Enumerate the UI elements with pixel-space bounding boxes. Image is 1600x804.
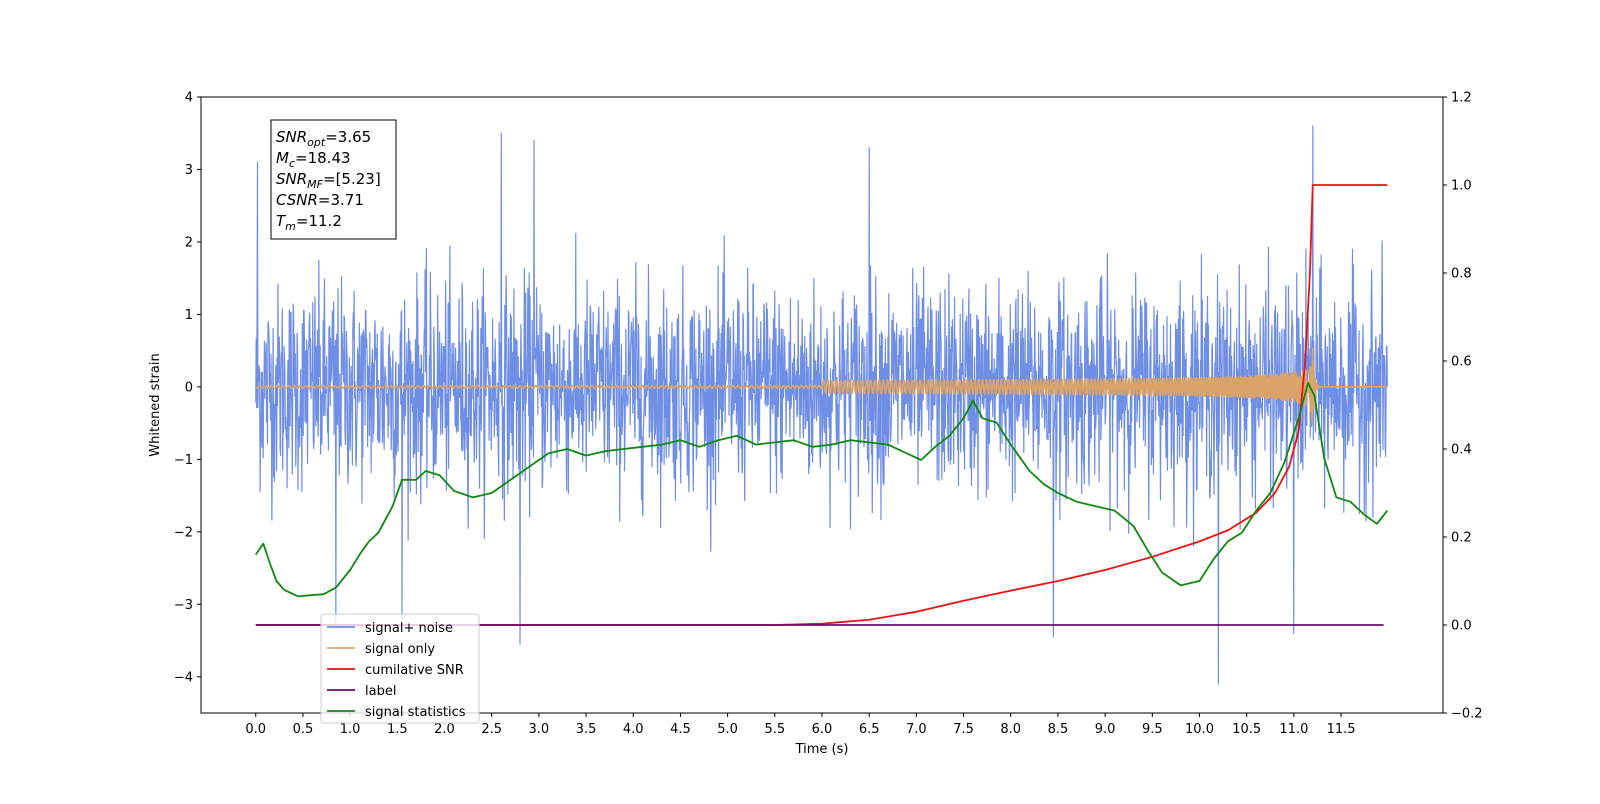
annotation-line: CSNR=3.71	[276, 191, 364, 209]
x-tick-label: 5.0	[717, 722, 738, 737]
x-tick-label: 6.0	[812, 722, 833, 737]
legend-label: signal statistics	[365, 705, 466, 720]
x-tick-label: 2.0	[434, 722, 455, 737]
y-right-tick-label: −0.2	[1451, 707, 1483, 722]
x-tick-label: 6.5	[859, 722, 880, 737]
x-tick-label: 7.0	[906, 722, 927, 737]
y-right-tick-label: 0.2	[1451, 531, 1472, 546]
series-line-1	[255, 347, 1388, 424]
x-tick-label: 2.5	[481, 722, 502, 737]
x-tick-label: 4.0	[623, 722, 644, 737]
series-layer	[254, 125, 1389, 685]
y-tick-label: 1	[185, 308, 193, 323]
x-axis-label: Time (s)	[795, 742, 849, 757]
annotation-line: SNRMF=[5.23]	[276, 170, 381, 191]
y-tick-label: −1	[174, 453, 193, 468]
x-axis: 0.0 0.5 1.0 1.5 2.0 2.5 3.0 3.5 4.0 4.5 5.0 5.5 6.0 6…	[245, 713, 1356, 737]
y-tick-label: 4	[185, 91, 193, 106]
legend-label: signal only	[365, 642, 435, 657]
series-line-0	[255, 125, 1388, 685]
x-tick-label: 8.5	[1048, 722, 1069, 737]
y-axis-right: −0.2 0.0 0.2 0.4 0.6 0.8 1.0 1.2	[1443, 91, 1483, 722]
y-right-tick-label: 0.0	[1451, 619, 1472, 634]
y-right-tick-label: 1.0	[1451, 179, 1472, 194]
legend: signal+ noise signal only cumilative SNR la…	[320, 613, 480, 724]
x-tick-label: 3.0	[529, 722, 550, 737]
y-axis-label: Whitened strain	[148, 353, 163, 456]
x-tick-label: 3.5	[576, 722, 597, 737]
y-right-tick-label: 0.8	[1451, 267, 1472, 282]
y-right-tick-label: 0.6	[1451, 355, 1472, 370]
y-tick-label: −4	[174, 670, 193, 685]
y-tick-label: −2	[174, 525, 193, 540]
series-line-2	[255, 184, 1388, 626]
x-tick-label: 9.0	[1095, 722, 1116, 737]
annotation-line: Mc=18.43	[276, 149, 351, 170]
annotation-frame	[270, 119, 397, 240]
y-right-tick-label: 1.2	[1451, 91, 1472, 106]
x-tick-label: 4.5	[670, 722, 691, 737]
legend-label: label	[365, 684, 396, 699]
y-tick-label: 2	[185, 235, 193, 250]
annotation-box: SNRopt=3.65Mc=18.43SNRMF=[5.23]CSNR=3.71…	[270, 119, 397, 240]
legend-label: cumilative SNR	[365, 663, 464, 678]
y-right-tick-label: 0.4	[1451, 443, 1472, 458]
series-line-4	[254, 382, 1389, 598]
y-axis-left: −4 −3 −2 −1 0 1 2 3 4	[174, 91, 201, 685]
x-tick-label: 11.5	[1327, 722, 1356, 737]
x-tick-label: 5.5	[764, 722, 785, 737]
annotation-line: SNRopt=3.65	[276, 128, 371, 149]
x-tick-label: 10.5	[1232, 722, 1261, 737]
x-tick-label: 7.5	[953, 722, 974, 737]
annotation-line: Tm=11.2	[276, 212, 342, 233]
y-tick-label: 3	[185, 163, 193, 178]
x-tick-label: 9.5	[1142, 722, 1163, 737]
y-tick-label: 0	[185, 380, 193, 395]
x-tick-label: 11.0	[1279, 722, 1308, 737]
x-tick-label: 1.0	[340, 722, 361, 737]
x-tick-label: 0.5	[293, 722, 314, 737]
x-tick-label: 8.0	[1000, 722, 1021, 737]
x-tick-label: 1.5	[387, 722, 408, 737]
x-tick-label: 0.0	[245, 722, 266, 737]
legend-frame	[320, 613, 480, 724]
y-tick-label: −3	[174, 598, 193, 613]
x-tick-label: 10.0	[1185, 722, 1214, 737]
legend-label: signal+ noise	[365, 621, 453, 636]
